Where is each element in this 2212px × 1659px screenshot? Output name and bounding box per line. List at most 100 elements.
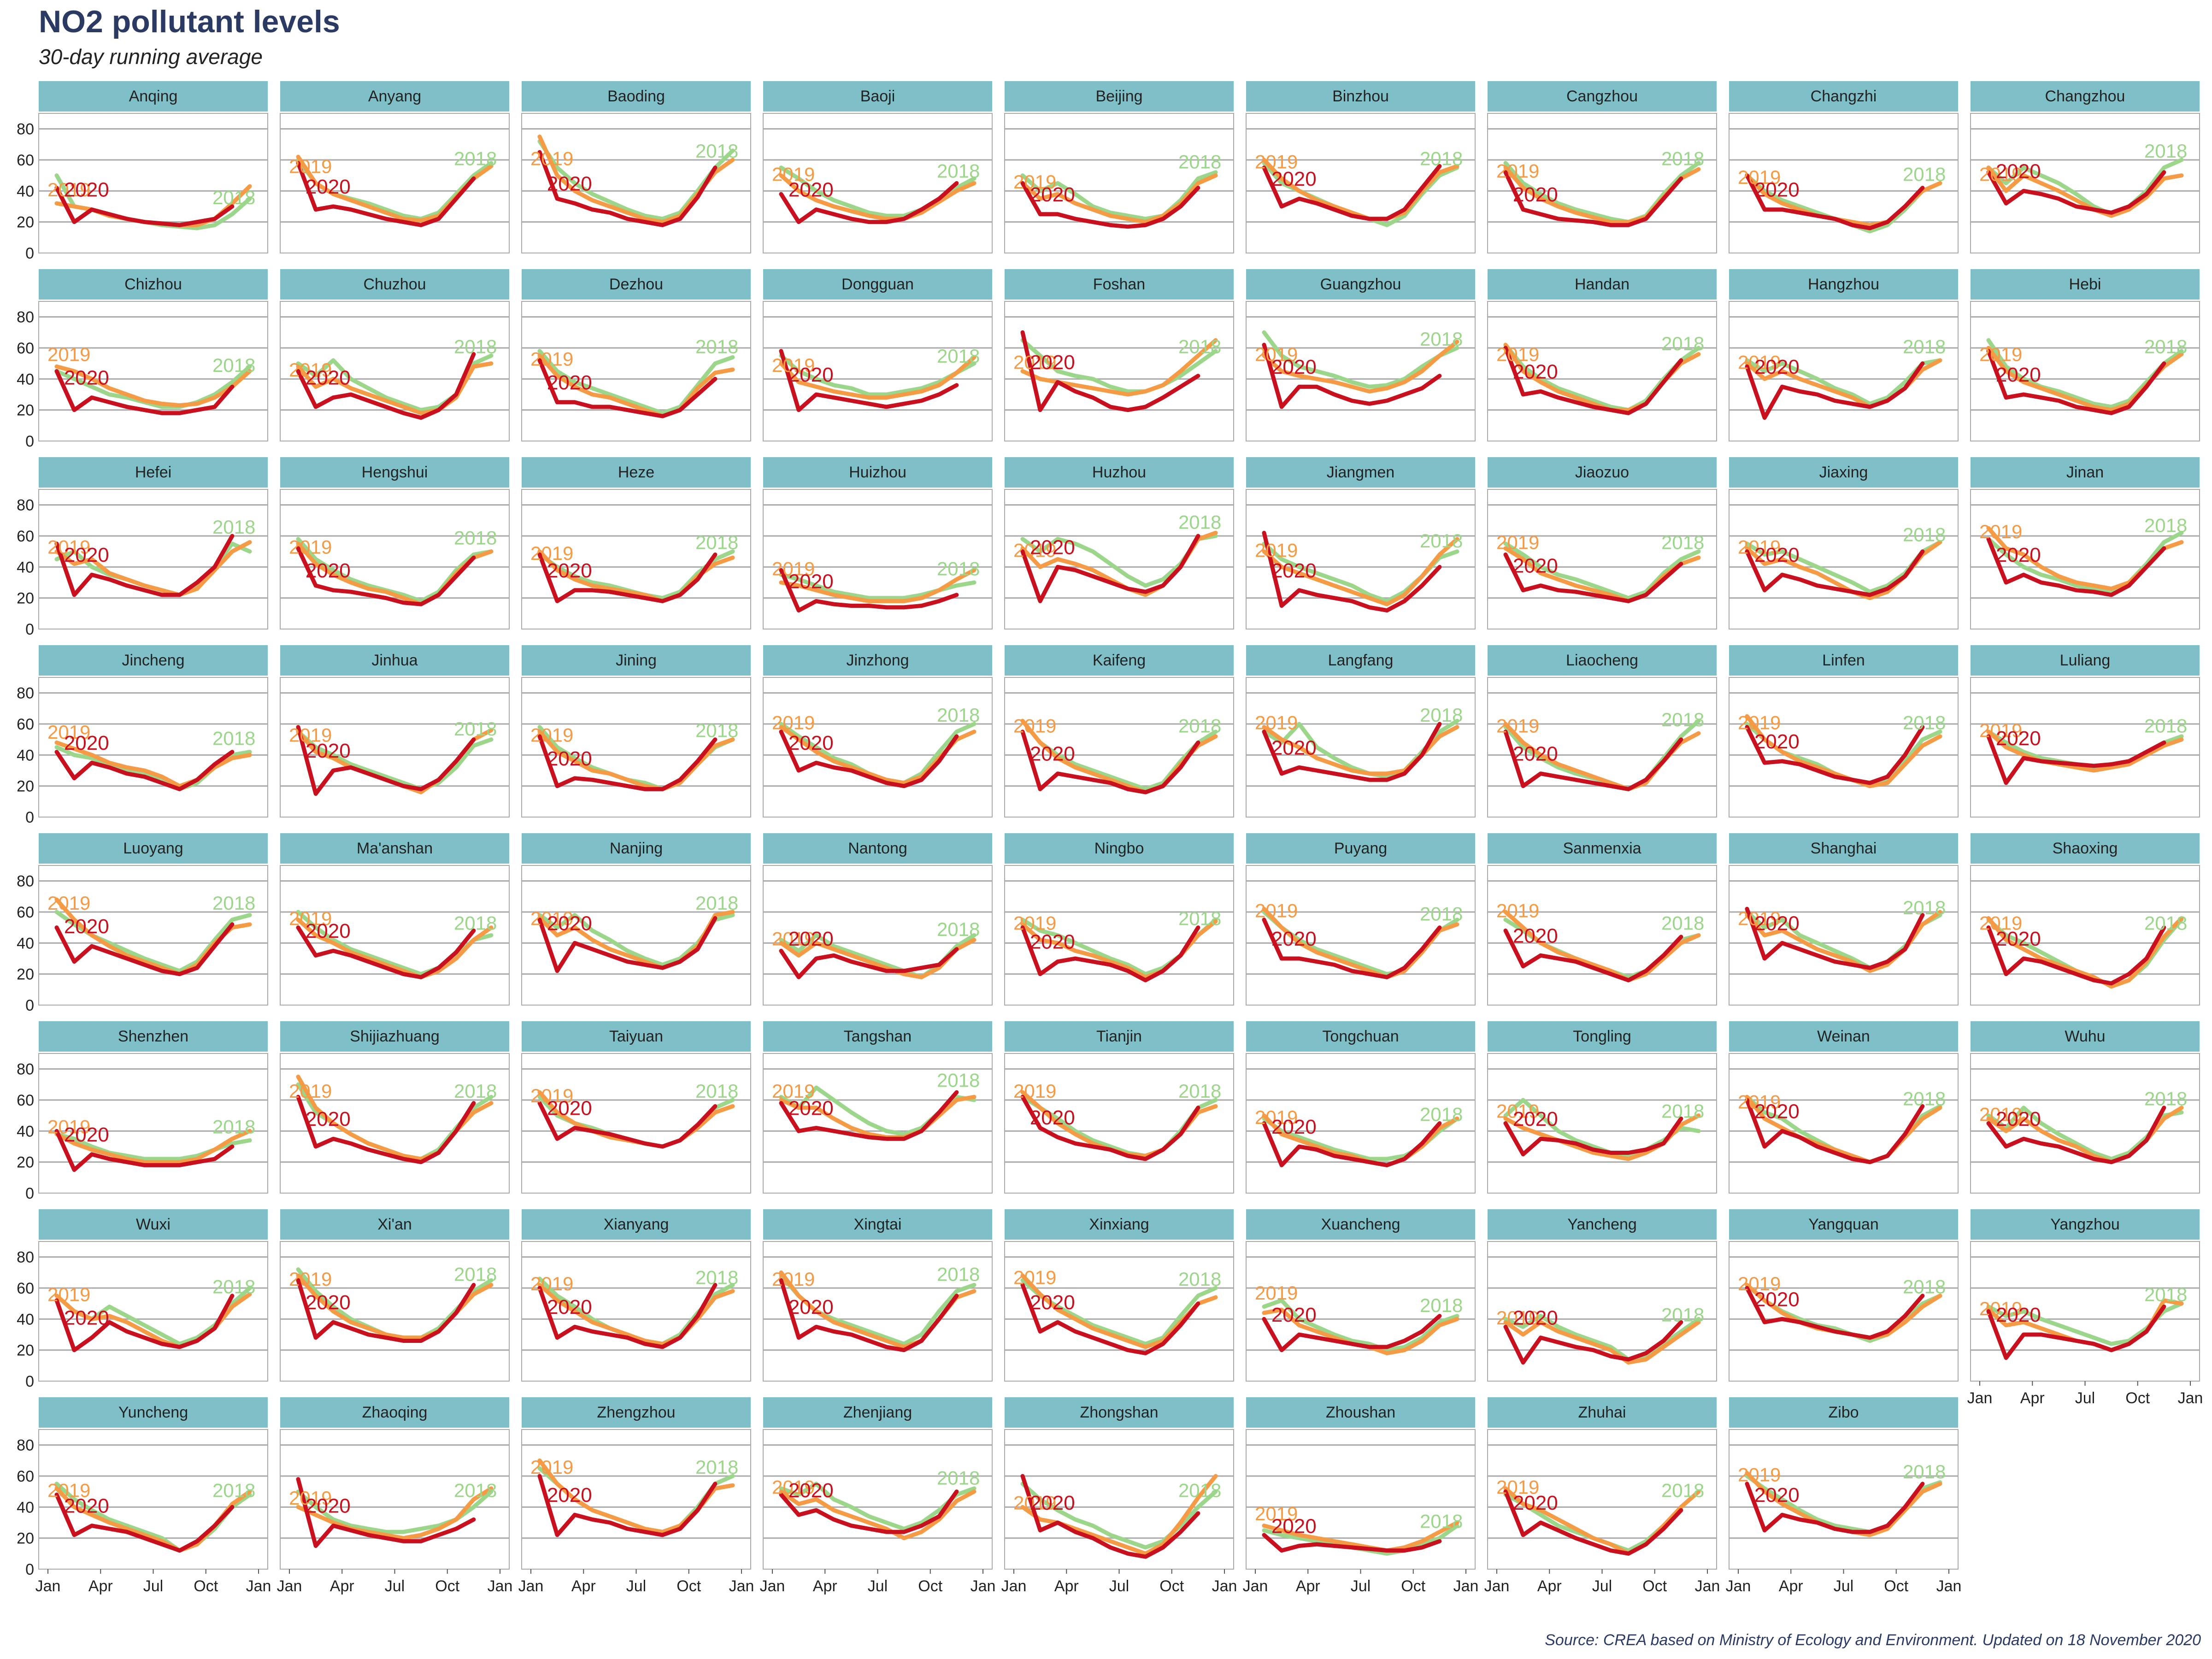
facet-label: Shijiazhuang [350, 1028, 440, 1045]
y-tick-label: 80 [17, 121, 34, 138]
series-label-2020: 2020 [1271, 1116, 1317, 1138]
series-line-2018 [1503, 541, 1701, 600]
y-tick-label: 60 [17, 1092, 34, 1109]
series-line-2020 [54, 922, 235, 977]
series-line-2018 [779, 1482, 977, 1531]
series-line-2018 [1986, 530, 2184, 594]
series-label-2018: 2018 [1903, 1461, 1946, 1483]
series-label-2020: 2020 [64, 915, 109, 938]
series-label-2018: 2018 [1903, 712, 1946, 734]
x-tick-label: Jan [1726, 1577, 1751, 1595]
series-line-2020 [296, 546, 476, 606]
series-label-2020: 2020 [1513, 743, 1558, 765]
series-line-2020 [1020, 1282, 1200, 1355]
series-label-2018: 2018 [1661, 1304, 1704, 1325]
series-label-2018: 2018 [1661, 333, 1704, 354]
facet-label: Xingtai [854, 1216, 902, 1233]
y-tick-label: 60 [17, 340, 34, 357]
series-label-2019: 2019 [289, 908, 332, 930]
series-label-2018: 2018 [212, 892, 255, 914]
series-label-2020: 2020 [64, 367, 109, 389]
y-tick-label: 0 [25, 809, 34, 826]
facet-strip [1005, 1021, 1234, 1052]
series-line-2020 [1986, 925, 2166, 986]
facet-label: Zhenjiang [843, 1404, 912, 1421]
series-label-2020: 2020 [788, 928, 834, 950]
series-label-2020: 2020 [1030, 1492, 1075, 1514]
series-label-2018: 2018 [1661, 148, 1704, 170]
facet-label: Linfen [1822, 652, 1865, 669]
facet-strip [39, 269, 268, 300]
series-label-2020: 2020 [306, 1495, 351, 1518]
x-tick-label: Jan [1453, 1577, 1479, 1595]
series-label-2019: 2019 [1255, 539, 1298, 561]
facet-strip [39, 645, 268, 676]
x-tick-label: Apr [1296, 1577, 1320, 1595]
series-line-2020 [1986, 537, 2166, 597]
y-tick-label: 0 [25, 1185, 34, 1202]
facet-strip [1005, 457, 1234, 488]
series-label-2020: 2020 [1271, 928, 1317, 950]
series-label-2019: 2019 [1979, 1103, 2022, 1125]
series-label-2020: 2020 [788, 1097, 834, 1120]
series-label-2020: 2020 [547, 1097, 592, 1120]
facet-strip [763, 1021, 992, 1052]
panel-frame [521, 1241, 751, 1382]
series-line-2019 [54, 364, 252, 408]
series-line-2019 [537, 729, 735, 791]
series-label-2020: 2020 [64, 179, 109, 201]
facet-strip [522, 645, 751, 676]
series-line-2020 [1745, 549, 1925, 597]
series-label-2019: 2019 [47, 536, 90, 558]
facet-label: Zhengzhou [597, 1404, 675, 1421]
series-label-2019: 2019 [1738, 1464, 1781, 1486]
series-label-2018: 2018 [454, 1264, 497, 1285]
x-tick-label: Oct [1642, 1577, 1667, 1595]
y-tick-label: 40 [17, 747, 34, 764]
x-tick-label: Jan [35, 1577, 61, 1595]
facet-label: Xuancheng [1321, 1216, 1400, 1233]
facet-label: Tangshan [844, 1028, 912, 1045]
facet-label: Shaoxing [2053, 840, 2118, 857]
series-line-2018 [1020, 170, 1218, 221]
series-label-2018: 2018 [1420, 704, 1463, 726]
facet-label: Huizhou [849, 464, 906, 481]
series-label-2018: 2018 [937, 160, 980, 182]
series-label-2018: 2018 [212, 1276, 255, 1298]
series-line-2019 [1986, 729, 2184, 773]
series-label-2020: 2020 [1030, 1106, 1075, 1129]
series-label-2019: 2019 [1979, 521, 2022, 542]
series-line-2019 [54, 540, 252, 597]
series-label-2019: 2019 [530, 724, 573, 746]
facet-label: Hefei [135, 464, 171, 481]
series-line-2019 [1503, 910, 1701, 982]
series-label-2018: 2018 [454, 336, 497, 358]
y-tick-label: 40 [17, 1499, 34, 1516]
panel-frame [1004, 1053, 1234, 1194]
y-tick-label: 0 [25, 1373, 34, 1390]
series-line-2020 [1020, 729, 1200, 794]
series-line-2020 [54, 750, 235, 791]
series-label-2018: 2018 [695, 720, 738, 741]
series-line-2020 [54, 1492, 235, 1553]
series-label-2018: 2018 [212, 354, 255, 376]
series-line-2020 [1745, 725, 1925, 785]
facet-label: Jincheng [122, 652, 184, 669]
series-label-2019: 2019 [1496, 344, 1539, 365]
y-tick-label: 40 [17, 371, 34, 388]
series-label-2019: 2019 [47, 179, 90, 200]
y-tick-label: 80 [17, 497, 34, 514]
panel-frame [1729, 1241, 1959, 1382]
series-line-2020 [1020, 330, 1200, 412]
series-label-2020: 2020 [64, 1495, 109, 1518]
facet-label: Changzhi [1811, 88, 1877, 105]
series-label-2019: 2019 [772, 558, 815, 580]
series-line-2020 [537, 358, 718, 418]
series-label-2020: 2020 [1030, 351, 1075, 374]
facet-strip [1488, 833, 1717, 864]
series-label-2019: 2019 [1738, 712, 1781, 734]
facet-strip [1971, 833, 2200, 864]
series-line-2020 [54, 186, 235, 227]
series-label-2018: 2018 [937, 558, 980, 580]
x-tick-label: Oct [2125, 1389, 2150, 1407]
